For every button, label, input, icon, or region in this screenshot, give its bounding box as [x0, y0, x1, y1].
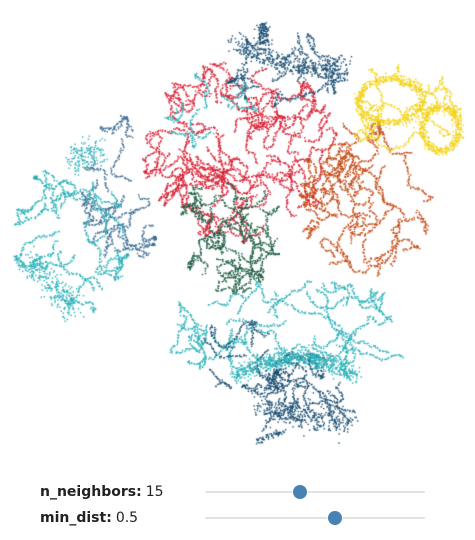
n-neighbors-name: n_neighbors:	[40, 484, 142, 500]
min-dist-slider-track[interactable]	[205, 517, 425, 519]
min-dist-label: min_dist: 0.5	[40, 508, 138, 528]
n-neighbors-label: n_neighbors: 15	[40, 482, 164, 502]
n-neighbors-slider-thumb[interactable]	[292, 485, 307, 499]
umap-scatter-plot	[0, 0, 475, 465]
min-dist-slider-thumb[interactable]	[327, 511, 342, 525]
min-dist-control: min_dist: 0.5	[0, 506, 475, 530]
n-neighbors-value: 15	[145, 484, 164, 500]
n-neighbors-slider-track[interactable]	[205, 491, 425, 493]
min-dist-value: 0.5	[115, 510, 139, 526]
min-dist-slider[interactable]	[205, 506, 425, 530]
n-neighbors-slider[interactable]	[205, 480, 425, 504]
n-neighbors-control: n_neighbors: 15	[0, 480, 475, 504]
min-dist-name: min_dist:	[40, 510, 112, 526]
